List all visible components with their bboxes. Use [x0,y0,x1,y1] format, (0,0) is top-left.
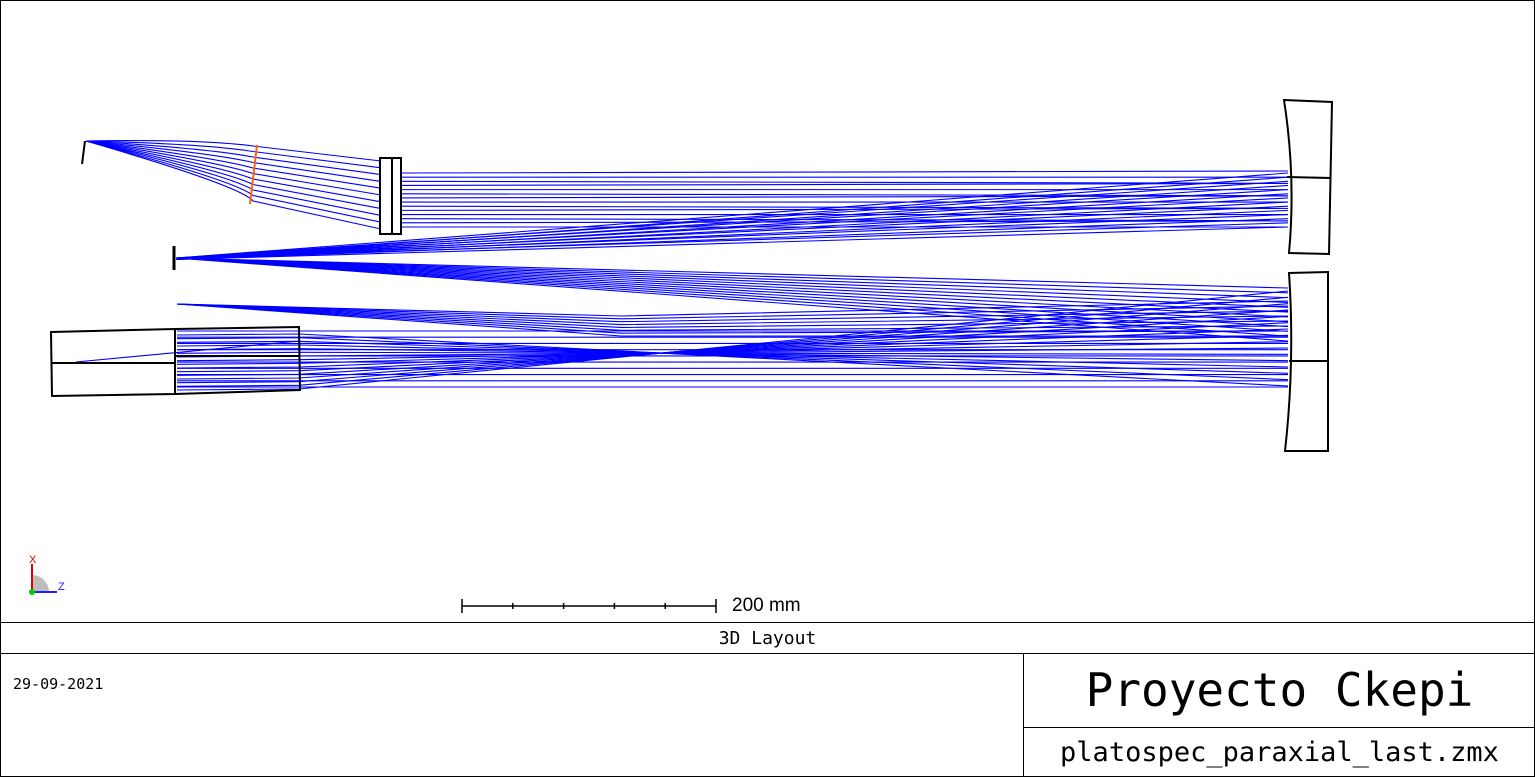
ray-from-focus [175,257,1289,332]
ray-collimated [400,180,1289,184]
ray-collimated [400,207,1289,211]
ray-to-focus [175,226,1289,261]
ray-from-focus [175,257,1289,323]
ray-secondary [176,303,1289,334]
ray-slit-fan [85,140,382,189]
ray-secondary [176,303,1289,331]
ray-slit-fan [85,140,382,203]
ray-secondary [176,303,1289,328]
camera-lens-barrel [49,325,302,398]
file-name: platospec_paraxial_last.zmx [1060,736,1499,768]
layout-svg: X Z [29,98,1334,613]
ray-secondary [176,300,1289,317]
entrance-slit [81,140,86,165]
ray-to-focus [175,197,1289,259]
ray-secondary [176,303,1289,320]
ray-to-focus [175,213,1289,259]
ray-secondary [176,303,1288,337]
ray-from-focus [175,257,1289,308]
ray-collimated [400,182,1289,187]
ray-to-focus [175,201,1289,261]
ray-from-focus [175,257,1289,328]
project-title: Proyecto Ckepi [1024,653,1535,728]
ray-slit-fan [85,140,382,169]
ray-slit-fan [85,140,382,196]
lower-mirror [1283,270,1329,452]
ray-from-focus [175,257,1289,294]
ray-to-focus [175,222,1289,259]
layout-title: 3D Layout [1,622,1534,654]
axis-triad: X Z [29,554,65,595]
axis-x-label: X [29,554,37,566]
ray-detector [75,340,300,363]
title-block: Proyecto Ckepi platospec_paraxial_last.z… [1023,653,1535,776]
ray-to-focus [175,176,1289,261]
ray-from-focus [175,257,1289,289]
ray-from-focus [175,257,1289,313]
ray-from-focus [175,257,1289,318]
fiber-marker [249,144,258,205]
ray-to-focus [175,193,1289,261]
ray-to-focus [175,205,1289,259]
ray-slit-fan [85,140,382,216]
ray-collimated [400,195,1289,199]
ray-slit-fan [85,140,382,210]
upper-mirror [1282,98,1334,256]
ray-slit-fan [85,140,382,182]
scale-bar-label: 200 mm [732,595,801,616]
collimator-lens [379,157,402,235]
layout-plot: X Z [1,1,1534,622]
scale-bar [461,599,717,613]
ray-collimated [400,170,1289,174]
axis-z-label: Z [58,581,65,593]
ray-to-focus [175,184,1289,261]
ray-to-focus [175,180,1289,259]
ray-from-focus [175,257,1289,299]
ray-from-focus [175,257,1289,304]
ray-slit-fan [85,140,382,176]
ray-secondary [176,303,1289,323]
ray-from-focus [175,257,1289,337]
date-stamp: 29-09-2021 [13,675,104,693]
ray-to-focus [175,218,1289,261]
ray-bundle [75,140,1289,391]
ray-secondary [176,303,1289,326]
ray-to-focus [175,172,1289,259]
ray-to-focus [175,189,1289,259]
axis-quadrant [32,575,49,592]
ray-slit-fan [85,140,382,162]
ray-to-focus [175,209,1289,261]
